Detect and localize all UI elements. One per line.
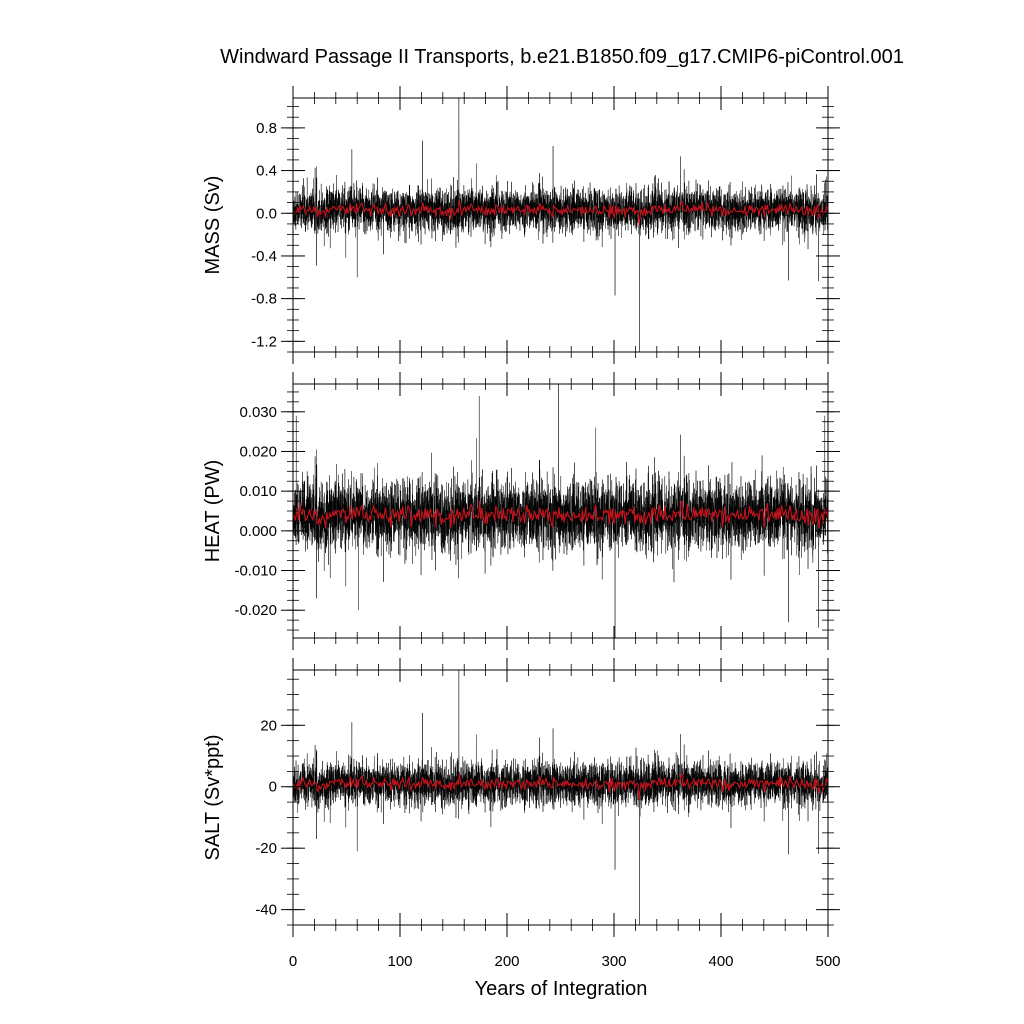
heat-ytick-label: 0.020 [239,443,277,460]
x-axis-label: Years of Integration [475,978,648,1000]
mass-monthly-series [292,97,829,353]
heat-ytick-label: 0.000 [239,523,277,540]
x-axis: 0 100 200 300 400 500 [289,953,841,970]
chart-title: Windward Passage II Transports, b.e21.B1… [220,46,904,68]
salt-ytick-label: 0 [269,779,277,796]
mass-ytick-label: -1.2 [251,333,277,350]
x-tick-label: 100 [387,953,412,970]
x-tick-label: 400 [708,953,733,970]
heat-panel: 0.030 0.020 0.010 0.000 -0.010 -0.020 HEAT (PW… [202,372,840,650]
salt-frame [292,669,829,926]
salt-ytick-label: -40 [255,902,277,919]
salt-ytick-label: 20 [260,717,277,734]
mass-ytick-label: 0.4 [256,163,277,180]
x-tick-label: 0 [289,953,297,970]
salt-panel: 20 0 -20 -40 SALT (Sv*ppt) [202,658,840,937]
mass-y-axis-label: MASS (Sv) [202,176,224,275]
x-tick-label: 200 [494,953,519,970]
heat-ytick-label: 0.010 [239,483,277,500]
mass-ytick-label: -0.8 [251,291,277,308]
heat-ytick-label: -0.020 [234,602,277,619]
heat-y-axis-label: HEAT (PW) [202,460,224,563]
mass-ytick-label: 0.0 [256,205,277,222]
mass-ytick-label: -0.4 [251,248,277,265]
heat-monthly-series [292,383,829,639]
heat-ytick-label: -0.010 [234,563,277,580]
heat-ytick-label: 0.030 [239,404,277,421]
mass-ytick-label: 0.8 [256,120,277,137]
x-tick-label: 500 [815,953,840,970]
salt-y-axis-label: SALT (Sv*ppt) [202,735,224,861]
mass-annual-mean-series [293,200,829,226]
salt-ytick-label: -20 [255,840,277,857]
salt-monthly-series [292,669,829,926]
salt-annual-mean-series [293,773,829,800]
heat-annual-mean-series [293,500,829,529]
mass-panel: 0.8 0.4 0.0 -0.4 -0.8 -1.2 MASS (Sv) [202,86,840,364]
x-tick-label: 300 [601,953,626,970]
mass-frame [292,97,829,353]
